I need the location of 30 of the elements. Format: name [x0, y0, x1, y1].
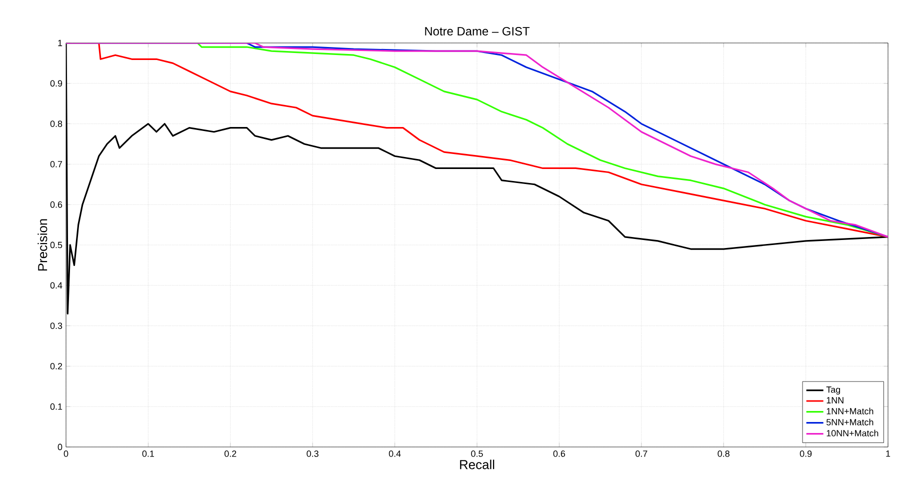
- y-tick-label: 1: [58, 40, 62, 46]
- y-tick-label: 0.8: [50, 120, 62, 127]
- y-tick-label: 0.3: [50, 322, 62, 329]
- x-tick-label: 0.7: [636, 450, 648, 457]
- x-tick-label: 0.9: [800, 450, 812, 457]
- legend-label: Tag: [826, 386, 840, 395]
- y-tick-label: 0: [58, 444, 62, 450]
- x-axis-title: Recall: [460, 460, 494, 470]
- x-tick-label: 1: [886, 450, 890, 457]
- x-tick-label: 0.3: [306, 450, 318, 457]
- legend-label: 1NN+Match: [826, 408, 874, 414]
- x-tick-label: 0.8: [718, 450, 730, 457]
- chart-title: Notre Dame – GIST: [425, 27, 530, 36]
- y-tick-label: 0.2: [50, 363, 62, 370]
- y-axis-title: Precision: [38, 219, 48, 271]
- legend-label: 1NN: [826, 397, 844, 404]
- x-tick-label: 0.1: [142, 450, 154, 457]
- x-tick-label: 0.2: [224, 450, 236, 457]
- legend-label: 5NN+Match: [826, 418, 874, 426]
- legend-label: 10NN+Match: [826, 430, 878, 436]
- x-tick-label: 0.6: [553, 450, 566, 457]
- y-tick-label: 0.7: [50, 161, 62, 168]
- y-tick-label: 0.5: [50, 242, 62, 248]
- y-tick-label: 0.4: [50, 282, 62, 289]
- y-tick-label: 0.9: [50, 80, 62, 87]
- x-tick-label: 0.5: [471, 450, 483, 457]
- y-tick-label: 0.6: [50, 201, 62, 208]
- x-tick-label: 0.4: [388, 450, 401, 457]
- y-tick-label: 0.1: [50, 403, 62, 410]
- x-tick-label: 0: [64, 450, 68, 457]
